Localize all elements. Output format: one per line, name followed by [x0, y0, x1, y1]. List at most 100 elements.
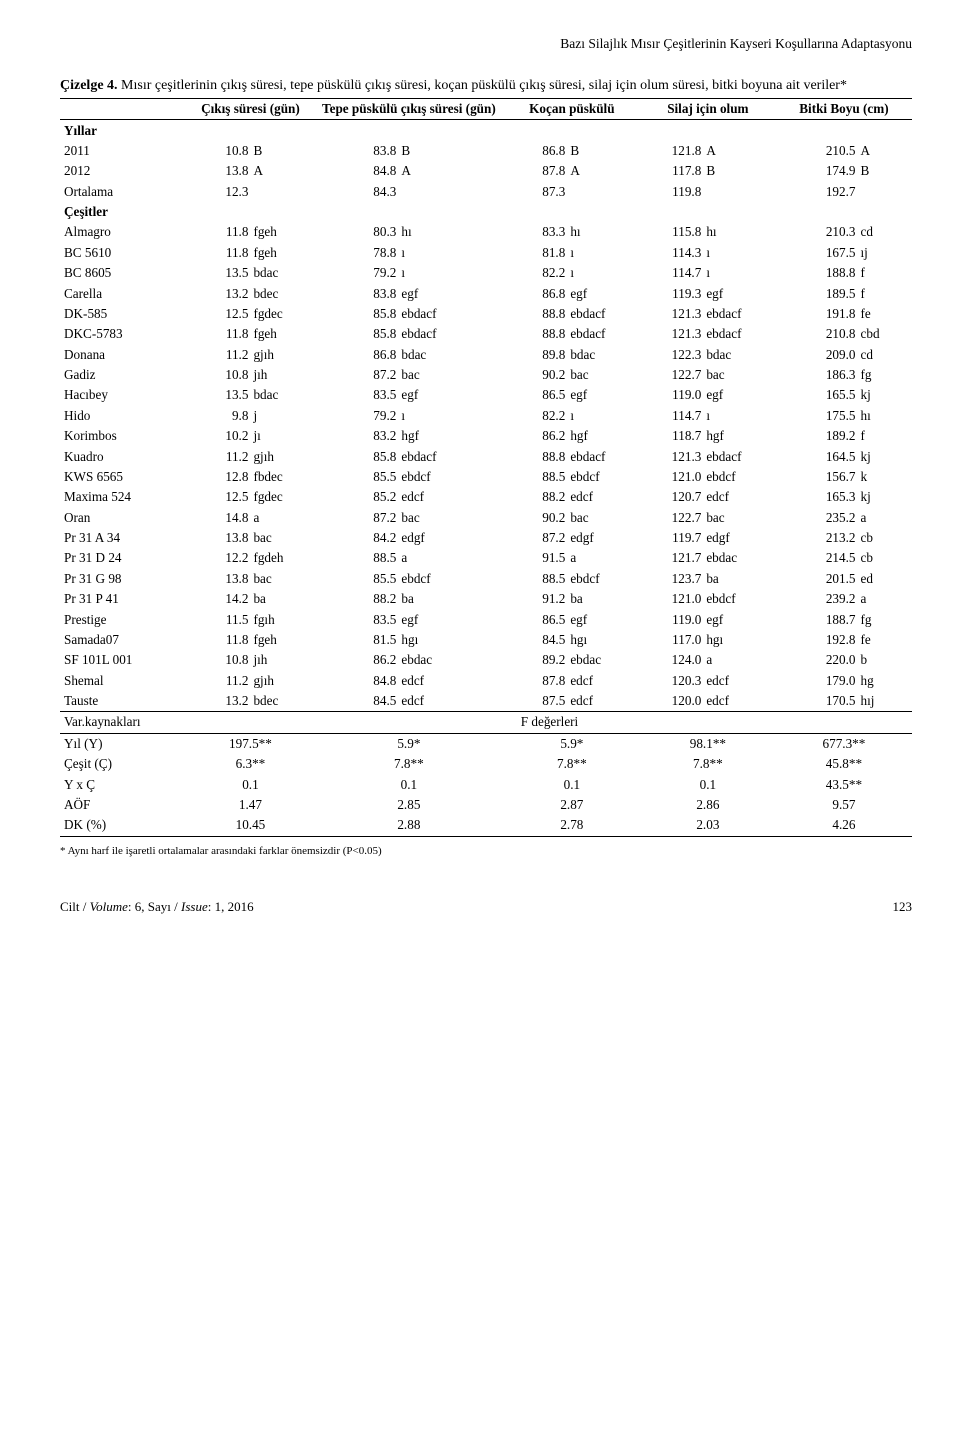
- section-row: Yıllar: [60, 120, 912, 141]
- row-label: DK (%): [60, 815, 187, 836]
- cell-value: 13.2: [187, 691, 250, 712]
- cell-suffix: kj: [858, 385, 913, 405]
- cell-value: 11.8: [187, 324, 250, 344]
- table-row: Tauste13.2bdec84.5edcf87.5edcf120.0edcf1…: [60, 691, 912, 712]
- cell-suffix: ebdcf: [567, 569, 640, 589]
- section-label: Yıllar: [60, 120, 912, 141]
- cell-value: 13.8: [187, 161, 250, 181]
- cell-value: 235.2: [776, 508, 858, 528]
- cell-suffix: hgı: [703, 630, 776, 650]
- cell-value: 83.3: [504, 222, 567, 242]
- col-h2: Tepe püskülü çıkış süresi (gün): [314, 99, 504, 120]
- cell-value: 83.2: [314, 426, 398, 446]
- cell-value: 13.8: [187, 569, 250, 589]
- cell-suffix: A: [858, 141, 913, 161]
- cell-suffix: ebdcf: [567, 467, 640, 487]
- table-row: Y x Ç0.10.10.10.143.5**: [60, 774, 912, 794]
- cell-value: 239.2: [776, 589, 858, 609]
- section-label: Var.kaynakları: [60, 712, 187, 733]
- table-row: DK (%)10.452.882.782.034.26: [60, 815, 912, 836]
- cell-suffix: ı: [567, 406, 640, 426]
- cell-value: 120.3: [640, 671, 703, 691]
- cell-suffix: edcf: [398, 671, 503, 691]
- cell-value: 98.1**: [640, 733, 776, 754]
- cell-value: 81.5: [314, 630, 398, 650]
- row-label: Maxima 524: [60, 487, 187, 507]
- table-row: BC 860513.5bdac79.2ı82.2ı114.7ı188.8f: [60, 263, 912, 283]
- cell-value: 0.1: [187, 774, 314, 794]
- cell-value: 10.2: [187, 426, 250, 446]
- cell-value: 87.2: [504, 528, 567, 548]
- cell-suffix: egf: [398, 385, 503, 405]
- table-row: DKC-578311.8fgeh85.8ebdacf88.8ebdacf121.…: [60, 324, 912, 344]
- table-row: KWS 656512.8fbdec85.5ebdcf88.5ebdcf121.0…: [60, 467, 912, 487]
- cell-value: 84.8: [314, 161, 398, 181]
- cell-value: 192.7: [776, 182, 858, 202]
- cell-suffix: j: [250, 406, 313, 426]
- cell-value: 120.7: [640, 487, 703, 507]
- cell-value: 90.2: [504, 508, 567, 528]
- cell-value: 124.0: [640, 650, 703, 670]
- footer-volume: Cilt / Volume: 6, Sayı / Issue: 1, 2016: [60, 899, 254, 915]
- cell-value: 85.5: [314, 467, 398, 487]
- cell-value: 117.8: [640, 161, 703, 181]
- cell-suffix: ı: [567, 243, 640, 263]
- cell-value: 119.3: [640, 283, 703, 303]
- cell-suffix: ebdcf: [398, 569, 503, 589]
- cell-suffix: ı: [703, 263, 776, 283]
- cell-suffix: bdac: [398, 345, 503, 365]
- cell-suffix: egf: [567, 283, 640, 303]
- cell-value: 114.7: [640, 406, 703, 426]
- cell-value: 85.8: [314, 304, 398, 324]
- caption-label: Çizelge 4.: [60, 78, 118, 93]
- cell-value: 83.8: [314, 283, 398, 303]
- cell-value: 79.2: [314, 406, 398, 426]
- cell-value: 2.03: [640, 815, 776, 836]
- cell-suffix: fe: [858, 630, 913, 650]
- cell-suffix: a: [250, 508, 313, 528]
- cell-suffix: fgeh: [250, 222, 313, 242]
- cell-suffix: cbd: [858, 324, 913, 344]
- cell-suffix: ebdcf: [703, 467, 776, 487]
- cell-value: 118.7: [640, 426, 703, 446]
- cell-value: 85.8: [314, 324, 398, 344]
- cell-value: 79.2: [314, 263, 398, 283]
- cell-value: 82.2: [504, 263, 567, 283]
- table-row: Samada0711.8fgeh81.5hgı84.5hgı117.0hgı19…: [60, 630, 912, 650]
- cell-value: 84.5: [504, 630, 567, 650]
- cell-value: 189.5: [776, 283, 858, 303]
- cell-suffix: bac: [250, 569, 313, 589]
- row-label: Tauste: [60, 691, 187, 712]
- cell-suffix: a: [398, 548, 503, 568]
- row-label: Hacıbey: [60, 385, 187, 405]
- cell-value: 119.0: [640, 609, 703, 629]
- cell-value: 167.5: [776, 243, 858, 263]
- section-row: Var.kaynaklarıF değerleri: [60, 712, 912, 733]
- row-label: 2011: [60, 141, 187, 161]
- cell-value: 6.3**: [187, 754, 314, 774]
- cell-value: 43.5**: [776, 774, 912, 794]
- cell-value: 86.8: [314, 345, 398, 365]
- cell-value: 84.3: [314, 182, 398, 202]
- cell-value: 88.2: [504, 487, 567, 507]
- cell-value: 86.5: [504, 385, 567, 405]
- page-footer: Cilt / Volume: 6, Sayı / Issue: 1, 2016 …: [60, 899, 912, 915]
- cell-suffix: hı: [567, 222, 640, 242]
- cell-value: 80.3: [314, 222, 398, 242]
- cell-value: 11.2: [187, 345, 250, 365]
- cell-value: 191.8: [776, 304, 858, 324]
- row-label: BC 5610: [60, 243, 187, 263]
- cell-value: 210.3: [776, 222, 858, 242]
- cell-value: 89.2: [504, 650, 567, 670]
- cell-suffix: B: [250, 141, 313, 161]
- cell-suffix: cd: [858, 345, 913, 365]
- cell-suffix: ebdacf: [398, 446, 503, 466]
- cell-value: 86.2: [504, 426, 567, 446]
- cell-suffix: ı: [567, 263, 640, 283]
- cell-suffix: ebdacf: [567, 446, 640, 466]
- cell-value: 12.5: [187, 487, 250, 507]
- cell-value: 165.3: [776, 487, 858, 507]
- cell-value: 117.0: [640, 630, 703, 650]
- cell-value: 82.2: [504, 406, 567, 426]
- cell-value: 88.5: [504, 467, 567, 487]
